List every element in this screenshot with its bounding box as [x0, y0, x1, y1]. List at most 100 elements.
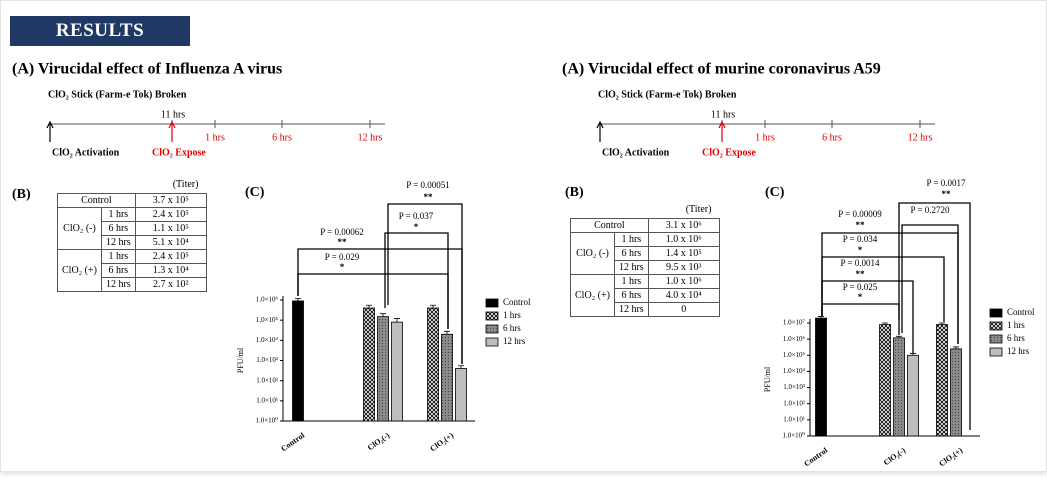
y-tick-label: 1.0×10¹ — [783, 415, 805, 423]
legend-swatch — [485, 311, 499, 321]
table-cell: Control — [57, 193, 136, 208]
bar — [907, 354, 919, 437]
timeline-tick-label: 12 hrs — [908, 132, 933, 143]
p-value: P = 0.0014 — [841, 258, 880, 268]
expose-arrow — [718, 120, 726, 142]
table-unit: (Titer) — [172, 179, 199, 190]
p-value: P = 0.037 — [399, 211, 434, 221]
significance-stars: ** — [856, 269, 866, 279]
table-row: ClO₂ (-) 1 hrs 2.4 x 10⁵ — [57, 207, 207, 250]
timeline-tick-label: 6 hrs — [822, 132, 842, 143]
table-label: (B) — [565, 185, 584, 200]
p-value: P = 0.00062 — [320, 227, 364, 237]
legend-label: 6 hrs — [503, 323, 521, 333]
table-cell: 4.0 x 10⁴ — [647, 288, 720, 303]
error-bar — [380, 313, 386, 317]
table-cell: 0 — [647, 302, 720, 317]
table-cell: 2.7 x 10² — [134, 277, 207, 292]
panel-title: (A) Virucidal effect of murine coronavir… — [562, 61, 881, 78]
bar — [936, 324, 948, 437]
header-title: RESULTS — [10, 16, 190, 46]
y-tick-label: 1.0×10² — [783, 399, 805, 407]
activation-arrow — [596, 120, 604, 142]
table-cell: 2.4 x 10⁵ — [134, 207, 207, 222]
table-row: 12 hrs 9.5 x 10³ — [571, 260, 720, 275]
table-cell: 1 hrs — [100, 207, 136, 222]
error-bar — [295, 298, 301, 301]
table-cell: 5.1 x 10⁴ — [134, 235, 207, 250]
error-bar — [394, 318, 400, 323]
table-row: ClO₂ (+) 1 hrs 2.4 x 10⁵ — [57, 249, 207, 292]
p-value: P = 0.034 — [843, 234, 878, 244]
timeline-tick-label: 1 hrs — [755, 132, 775, 143]
legend-swatch — [485, 298, 499, 308]
y-tick-label: 1.0×10⁵ — [783, 351, 806, 359]
table-row: ClO₂ (+) 1 hrs 1.0 x 10⁶ — [570, 274, 720, 317]
x-tick-label: ClO₂(+) — [937, 446, 964, 469]
table-cell: 1.3 x 10⁴ — [134, 263, 207, 278]
y-tick-label: 1.0×10³ — [783, 383, 805, 391]
y-tick-label: 1.0×10⁶ — [256, 296, 279, 304]
activation-arrow — [46, 120, 54, 142]
table-cell: 1.0 x 10⁶ — [647, 274, 720, 289]
y-tick-label: 1.0×10² — [256, 376, 278, 384]
timeline-start: ClO₂ Activation — [52, 147, 120, 158]
table-cell: 12 hrs — [100, 235, 136, 250]
significance-stars: ** — [338, 237, 348, 247]
timeline-mid-label: 11 hrs — [711, 109, 735, 120]
table-cell: 12 hrs — [613, 302, 649, 317]
x-tick-label: Control — [802, 445, 830, 468]
table-cell: 1 hrs — [613, 274, 649, 289]
error-bar — [366, 304, 372, 309]
legend-label: 1 hrs — [1007, 320, 1025, 330]
table-label: (B) — [12, 187, 31, 202]
timeline-tick-label: 6 hrs — [272, 132, 292, 143]
bar — [815, 317, 827, 437]
table-cell: 1.0 x 10⁶ — [647, 232, 720, 247]
y-tick-label: 1.0×10⁵ — [256, 316, 279, 324]
table-row: 6 hrs 1.1 x 10⁵ — [58, 221, 207, 236]
p-value: P = 0.00051 — [406, 180, 450, 190]
legend-label: 12 hrs — [1007, 346, 1030, 356]
table-row: 6 hrs 4.0 x 10⁴ — [571, 288, 720, 303]
significance-stars: * — [858, 292, 863, 302]
y-tick-label: 1.0×10⁰ — [255, 417, 278, 425]
bar — [427, 307, 439, 422]
timeline-label: ClO₂ Stick (Farm-e Tok) Broken — [48, 89, 187, 100]
table-cell: ClO₂ (-) — [570, 232, 615, 275]
y-axis-label: PFU/ml — [236, 347, 245, 373]
bar — [879, 324, 891, 437]
titer-table: Control 3.7 x 10⁵ ClO₂ (-) 1 hrs 2.4 x 10⁵ 6 … — [57, 193, 207, 292]
x-tick-label: ClO₂(+) — [428, 431, 455, 454]
x-tick-label: ClO₂(-) — [882, 446, 908, 468]
timeline-expose: ClO₂ Expose — [702, 147, 756, 158]
p-value: P = 0.2720 — [911, 205, 950, 215]
titer-table: Control 3.1 x 10⁶ ClO₂ (-) 1 hrs 1.0 x 10⁶ 6 … — [570, 218, 720, 317]
legend-swatch — [989, 321, 1003, 331]
x-tick-label: Control — [279, 430, 307, 453]
table-cell: 3.7 x 10⁵ — [134, 193, 207, 208]
table-cell: Control — [570, 218, 649, 233]
p-value: P = 0.029 — [325, 252, 360, 262]
legend-label: 1 hrs — [503, 310, 521, 320]
significance-bracket — [898, 202, 971, 430]
y-tick-label: 1.0×10¹ — [256, 396, 278, 404]
table-row: 6 hrs 1.4 x 10⁵ — [571, 246, 720, 261]
table-cell: 2.4 x 10⁵ — [134, 249, 207, 264]
timeline-start: ClO₂ Activation — [602, 147, 670, 158]
table-row: Control 3.7 x 10⁵ — [57, 193, 207, 208]
table-cell: 12 hrs — [613, 260, 649, 275]
significance-stars: * — [340, 262, 345, 272]
chart-label: (C) — [765, 185, 785, 200]
legend-label: Control — [503, 297, 531, 307]
timeline-tick-label: 1 hrs — [205, 132, 225, 143]
table-cell: ClO₂ (+) — [57, 249, 102, 292]
table-cell: 1.1 x 10⁵ — [134, 221, 207, 236]
significance-stars: * — [858, 245, 863, 255]
error-bar — [882, 322, 888, 325]
panel-title: (A) Virucidal effect of Influenza A viru… — [12, 61, 282, 78]
legend-swatch — [989, 347, 1003, 357]
error-bar — [444, 330, 450, 335]
table-row: ClO₂ (-) 1 hrs 1.0 x 10⁶ — [570, 232, 720, 275]
